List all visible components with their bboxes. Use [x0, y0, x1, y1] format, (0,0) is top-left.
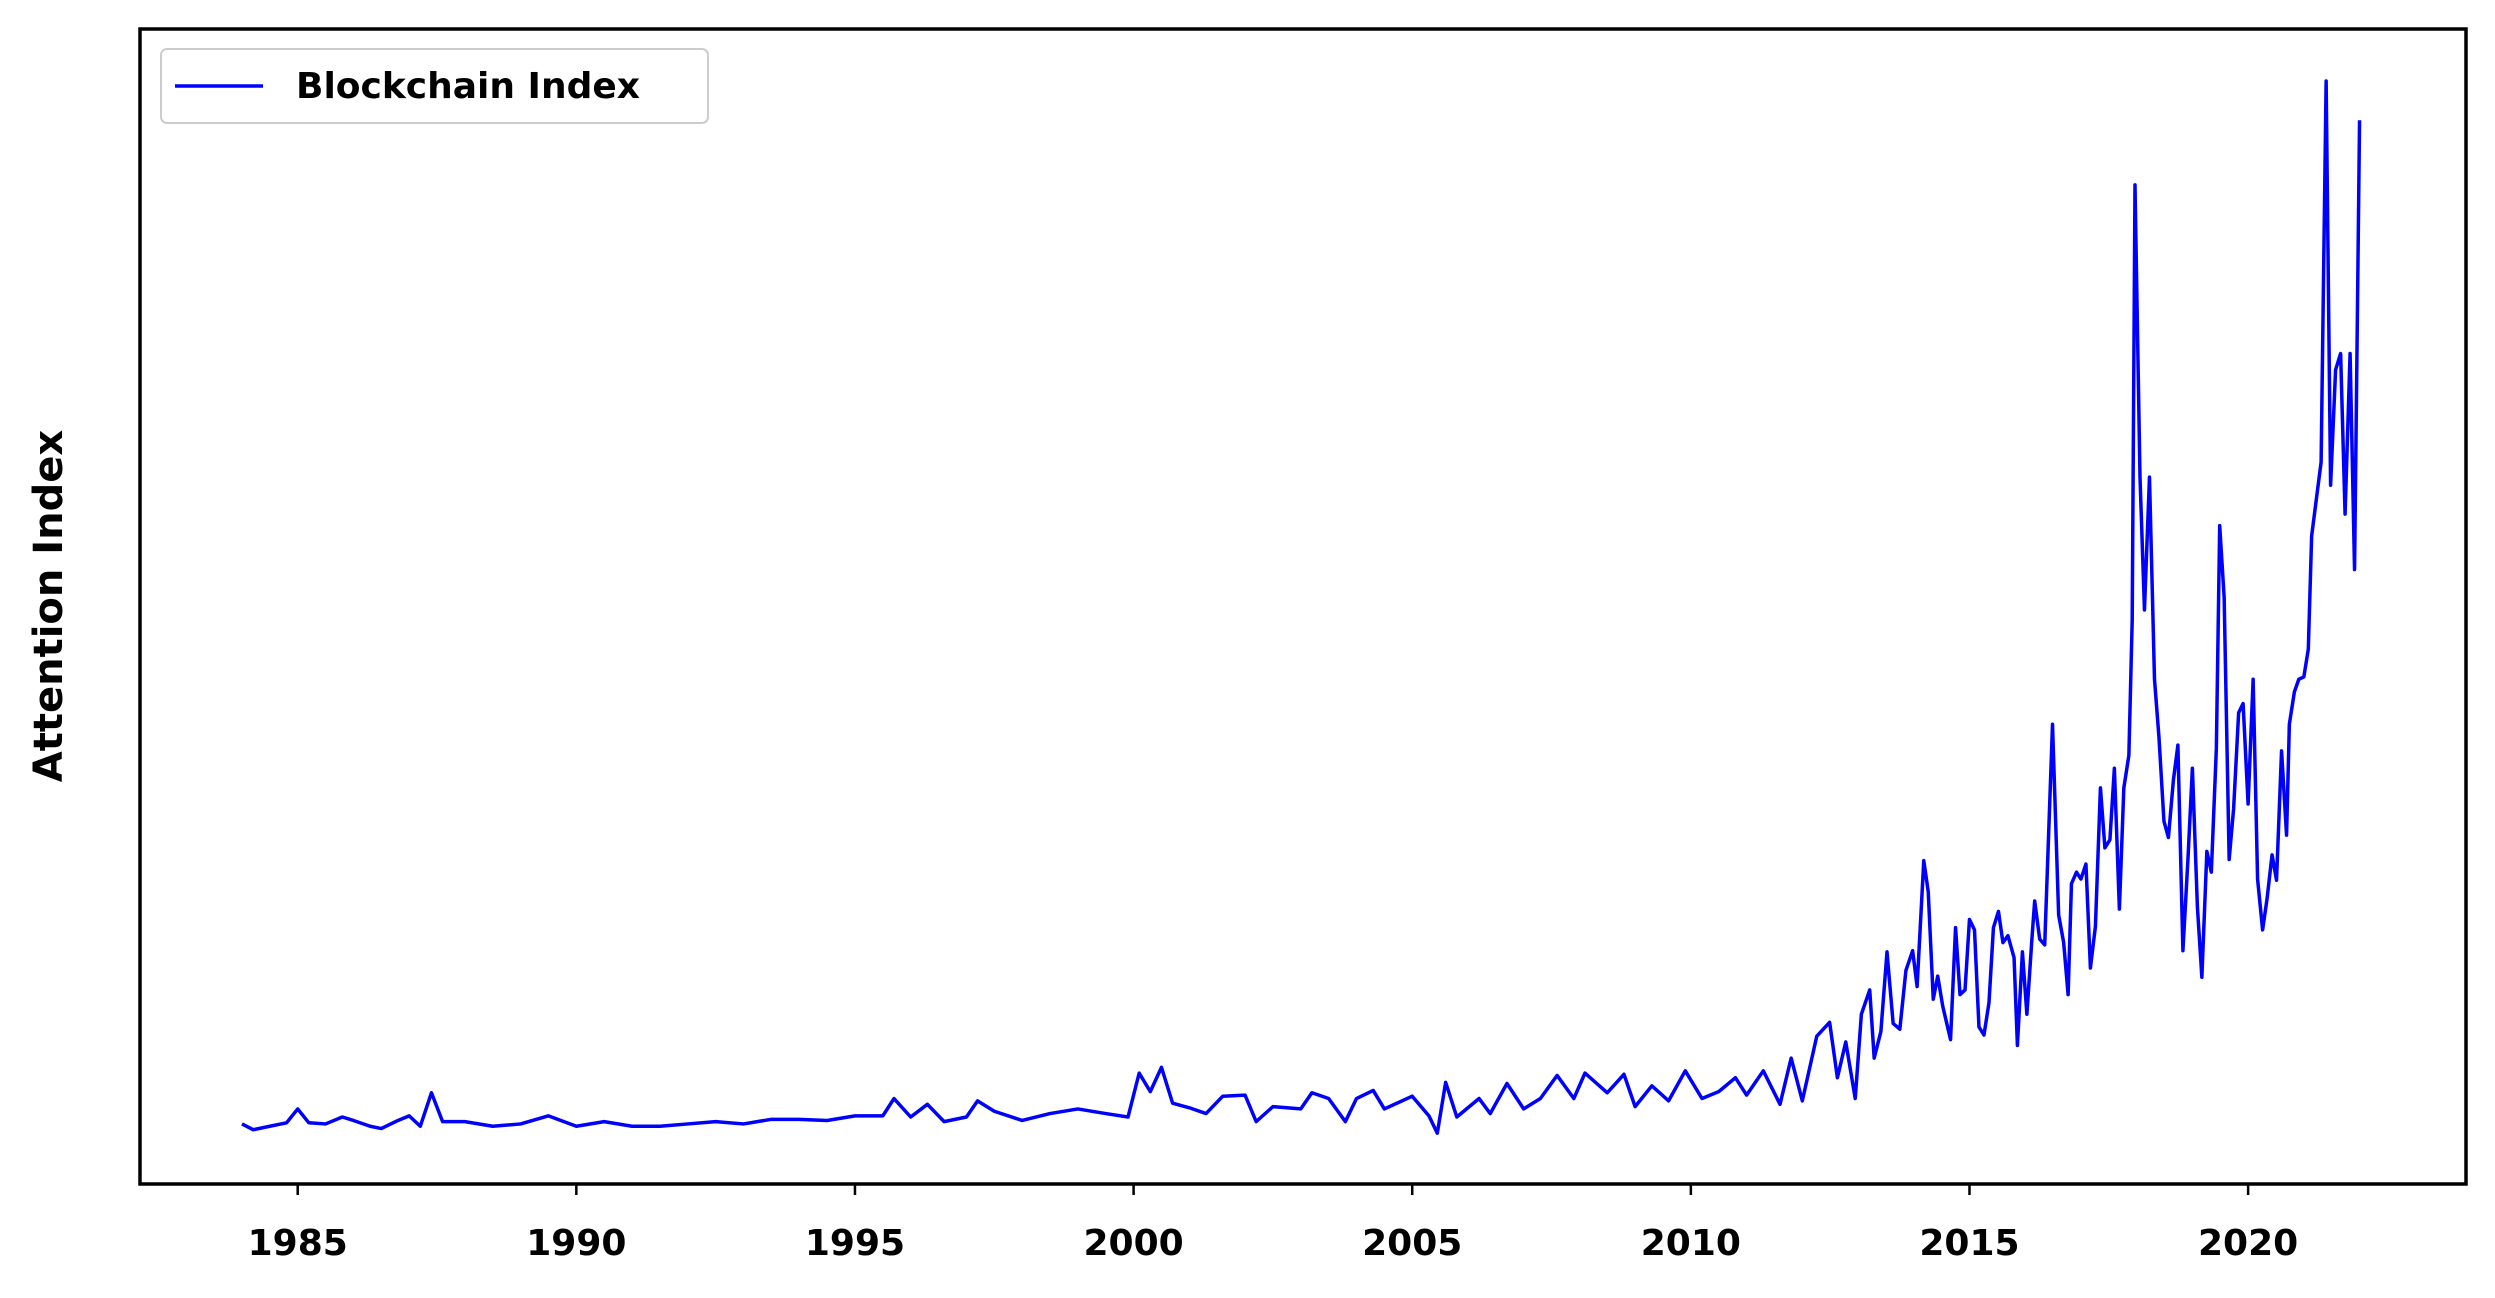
- x-tick-label: 2000: [1083, 1223, 1183, 1264]
- y-axis-label: Attention Index: [26, 430, 72, 783]
- plot-frame: [138, 27, 2468, 1186]
- x-tick-label: 2005: [1362, 1223, 1462, 1264]
- x-tick-label: 1995: [805, 1223, 905, 1264]
- x-tick-label: 2015: [1919, 1223, 2019, 1264]
- x-tick-label: 2010: [1641, 1223, 1741, 1264]
- x-tick-label: 2020: [2198, 1223, 2298, 1264]
- legend-label: Blockchain Index: [296, 66, 640, 107]
- x-tick-label: 1990: [526, 1223, 626, 1264]
- data-line: [241, 79, 2362, 1135]
- legend-box: [160, 48, 709, 124]
- x-tick-label: 1985: [248, 1223, 348, 1264]
